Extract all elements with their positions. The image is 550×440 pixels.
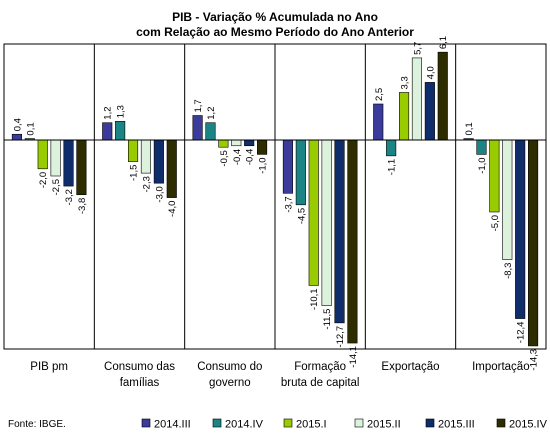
bar — [115, 120, 126, 141]
data-label: 2,5 — [374, 88, 385, 101]
bar — [244, 139, 255, 147]
bar — [11, 133, 22, 141]
data-label: -10,1 — [309, 288, 320, 310]
bar — [50, 139, 61, 177]
legend-label: 2015.II — [367, 419, 401, 431]
bar — [502, 139, 513, 260]
data-label: -1,0 — [477, 157, 488, 173]
data-label: -14,3 — [529, 349, 540, 371]
legend-label: 2015.III — [438, 419, 475, 431]
legend-label: 2014.III — [154, 419, 191, 431]
bar — [128, 139, 139, 162]
bar — [76, 139, 87, 196]
bar — [153, 139, 164, 184]
source-note: Fonte: IBGE. — [8, 419, 66, 430]
data-label: -1,0 — [258, 157, 269, 173]
bar — [515, 139, 526, 319]
bar — [192, 115, 203, 141]
data-label: 0,4 — [12, 118, 23, 131]
data-label: -4,5 — [296, 208, 307, 224]
bar — [205, 122, 216, 141]
bar — [437, 51, 448, 141]
bar — [166, 139, 177, 198]
data-label: 1,2 — [103, 107, 114, 120]
bars-group: 0,4 0,1-2,0 -2,5-3,2-3,81,2 1,3-1,5-2,3-3,0… — [11, 36, 540, 371]
data-label: 1,7 — [193, 99, 204, 112]
data-label: -4,0 — [167, 201, 178, 217]
category-labels: PIB pm Consumo das famílias Consumo do gover… — [30, 361, 529, 389]
data-label: -8,3 — [503, 263, 514, 279]
bar — [37, 139, 48, 170]
bar — [140, 139, 151, 174]
data-label: -0,4 — [245, 149, 256, 165]
data-label: 1,3 — [116, 105, 127, 118]
category-label: PIB pm — [30, 361, 68, 373]
legend-swatch — [425, 418, 435, 428]
bar — [411, 57, 423, 141]
legend-swatch — [283, 418, 293, 428]
category-label: Consumo das — [104, 361, 175, 373]
bar — [102, 122, 113, 141]
bar — [489, 139, 500, 213]
data-label: 0,1 — [25, 122, 36, 135]
bar — [334, 139, 345, 324]
data-label: -3,0 — [154, 186, 165, 202]
bar — [528, 139, 539, 347]
category-label: Importação — [472, 361, 530, 373]
chart-title: PIB - Variação % Acumulada no Ano — [172, 10, 378, 24]
data-label: -1,5 — [129, 165, 140, 181]
bar — [321, 139, 332, 306]
bar — [231, 139, 242, 147]
data-label: -5,0 — [490, 215, 501, 231]
category-label: Consumo do — [197, 361, 262, 373]
data-label: 4,0 — [425, 66, 436, 79]
data-label: 6,1 — [438, 36, 449, 49]
chart-subtitle: com Relação ao Mesmo Período do Ano Ante… — [136, 25, 414, 39]
legend-label: 2015.I — [296, 419, 327, 431]
category-label: bruta de capital — [281, 377, 360, 389]
data-label: -1,1 — [387, 159, 398, 175]
data-label: 5,7 — [412, 42, 423, 55]
data-label: -2,0 — [38, 172, 49, 188]
data-label: -0,4 — [232, 149, 243, 165]
data-label: -12,7 — [335, 326, 346, 348]
bar — [373, 103, 384, 141]
legend-swatch — [496, 418, 506, 428]
bar — [218, 139, 229, 148]
legend: 2014.III 2014.IV 2015.I 2015.II 2015.III 2015… — [141, 418, 548, 431]
bar — [308, 139, 319, 286]
legend-label: 2014.IV — [225, 419, 264, 431]
data-label: -3,2 — [64, 189, 75, 205]
data-label: -11,5 — [322, 309, 333, 330]
data-label: -3,7 — [283, 196, 294, 212]
category-label: Exportação — [381, 361, 439, 373]
data-label: 1,2 — [206, 107, 217, 120]
bar — [282, 139, 293, 194]
data-label: -2,5 — [51, 179, 62, 195]
data-label: -0,5 — [219, 150, 230, 166]
data-label: 3,3 — [400, 76, 411, 89]
bar — [398, 92, 410, 141]
category-label: governo — [209, 377, 251, 389]
bar — [347, 139, 358, 344]
category-label: Formação — [294, 361, 346, 373]
category-dividers — [93, 44, 457, 349]
legend-label: 2015.IV — [509, 419, 548, 431]
category-label: famílias — [120, 377, 160, 389]
data-label: -12,4 — [516, 322, 527, 344]
data-label: 0,1 — [464, 122, 475, 135]
legend-swatch — [212, 418, 222, 428]
legend-swatch — [141, 418, 151, 428]
legend-swatch — [354, 418, 364, 428]
data-label: -14,1 — [348, 346, 359, 368]
bar — [476, 139, 487, 155]
data-label: -3,8 — [77, 198, 88, 214]
bar — [424, 82, 435, 141]
bar — [386, 139, 397, 157]
bar — [295, 139, 306, 206]
bar — [63, 139, 74, 187]
bar — [257, 139, 268, 155]
data-label: -2,3 — [141, 176, 152, 192]
